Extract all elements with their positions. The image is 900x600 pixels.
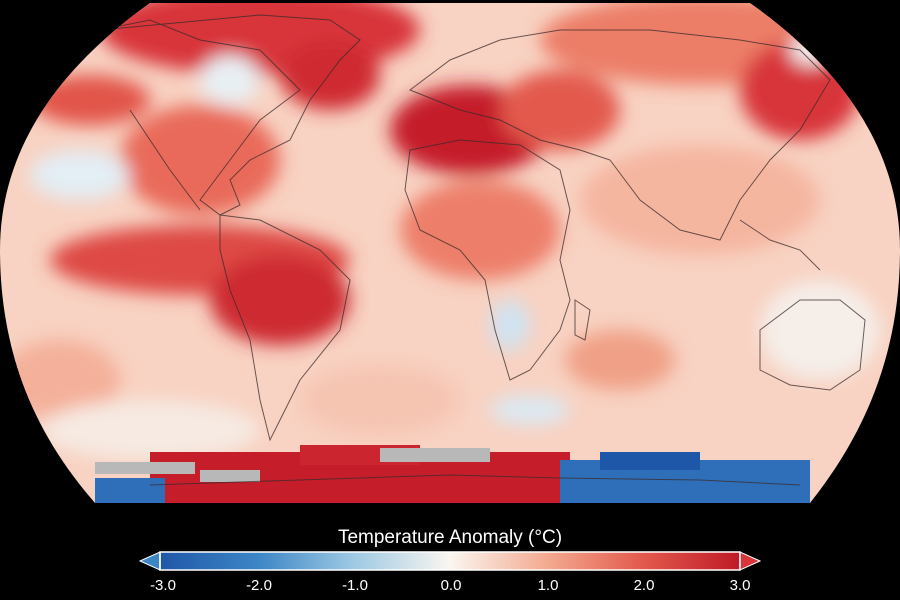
colorbar-left-arrow xyxy=(138,551,161,571)
coastlines xyxy=(99,14,866,486)
tick-label-0: 0.0 xyxy=(440,577,462,594)
tick-label-2: 2.0 xyxy=(633,577,655,594)
tick-label-1: 1.0 xyxy=(537,577,559,594)
legend-title: Temperature Anomaly (°C) xyxy=(337,527,563,548)
tick-label-neg1: -1.0 xyxy=(342,577,368,594)
tick-label-neg2: -2.0 xyxy=(246,577,272,594)
tick-label-neg3: -3.0 xyxy=(150,577,176,594)
anomaly-field xyxy=(0,3,900,503)
colorbar-right-arrow xyxy=(739,551,762,571)
colorbar-bar xyxy=(159,551,741,571)
colorbar xyxy=(138,551,762,571)
antarctic-band xyxy=(95,445,810,503)
tick-label-3: 3.0 xyxy=(729,577,751,594)
